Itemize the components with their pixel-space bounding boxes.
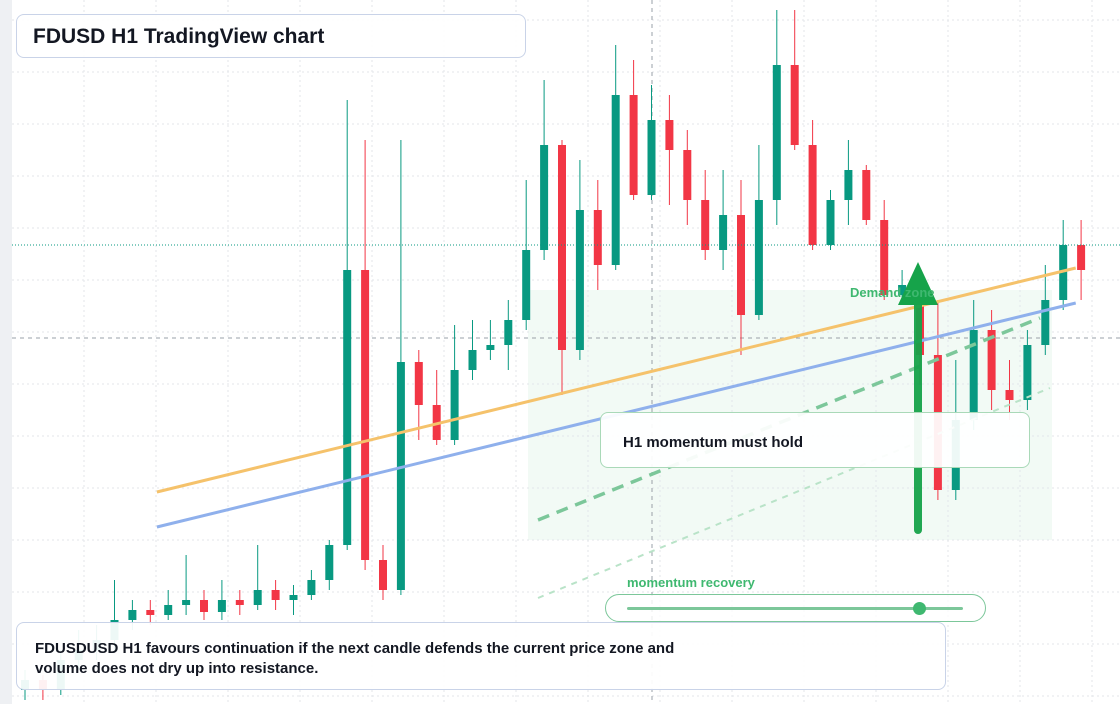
candle-body	[790, 65, 799, 145]
candle-body	[575, 210, 584, 350]
slider[interactable]	[605, 594, 986, 622]
candle-body	[987, 330, 996, 390]
zone-label: Demand zone	[850, 285, 935, 300]
candle-body	[307, 580, 316, 595]
arrow-head	[898, 262, 938, 305]
candle-body	[450, 370, 459, 440]
trendline	[156, 266, 1077, 494]
candle-body	[1023, 345, 1032, 400]
candle-body	[629, 95, 638, 195]
candle-body	[665, 120, 674, 150]
candle-body	[611, 95, 620, 265]
candle-body	[540, 145, 549, 250]
candle-body	[808, 145, 817, 245]
candle-body	[182, 600, 191, 605]
candle-body	[593, 210, 602, 265]
candle-body	[379, 560, 387, 590]
candle-body	[1005, 390, 1014, 400]
candle-body	[343, 270, 352, 545]
callout: H1 momentum must hold	[600, 412, 1030, 468]
candle-body	[754, 200, 763, 315]
candle-body	[235, 600, 244, 605]
candle-body	[325, 545, 334, 580]
candle-body	[414, 362, 423, 405]
grid	[12, 0, 1120, 704]
candle-body	[146, 610, 155, 615]
candle-body	[719, 215, 728, 250]
candle-body	[200, 600, 208, 612]
candle-body	[880, 220, 889, 295]
left-strip	[0, 0, 12, 704]
candle-body	[862, 170, 871, 220]
candle-body	[772, 65, 781, 200]
chart-title: FDUSD H1 TradingView chart	[16, 14, 526, 58]
candle-body	[844, 170, 853, 200]
candle-body	[164, 605, 173, 615]
candle-body	[504, 320, 513, 345]
candle-body	[486, 345, 495, 350]
slider-knob[interactable]	[913, 602, 927, 615]
slider-label: momentum recovery	[627, 575, 755, 590]
slider-track	[627, 602, 963, 615]
note-text: FDUSDUSD H1 favours continuation if the …	[35, 640, 675, 677]
candle-body	[1077, 245, 1086, 270]
candle-body	[128, 610, 137, 620]
candle-body	[217, 600, 226, 612]
candle-body	[558, 145, 566, 350]
candle-body	[683, 150, 692, 200]
candle-body	[271, 590, 280, 600]
candle-body	[969, 330, 978, 420]
candle-body	[898, 285, 907, 295]
candle-body	[1041, 300, 1050, 345]
candle-body	[396, 362, 405, 590]
candle-body	[737, 215, 745, 315]
candle-body	[289, 595, 298, 600]
candle-body	[361, 270, 370, 560]
candle-body	[468, 350, 477, 370]
candle-body	[826, 200, 835, 245]
candle-body	[253, 590, 262, 605]
candle-body	[647, 120, 656, 195]
note: FDUSDUSD H1 favours continuation if the …	[16, 622, 946, 690]
candle-body	[701, 200, 710, 250]
candle-body	[522, 250, 531, 320]
